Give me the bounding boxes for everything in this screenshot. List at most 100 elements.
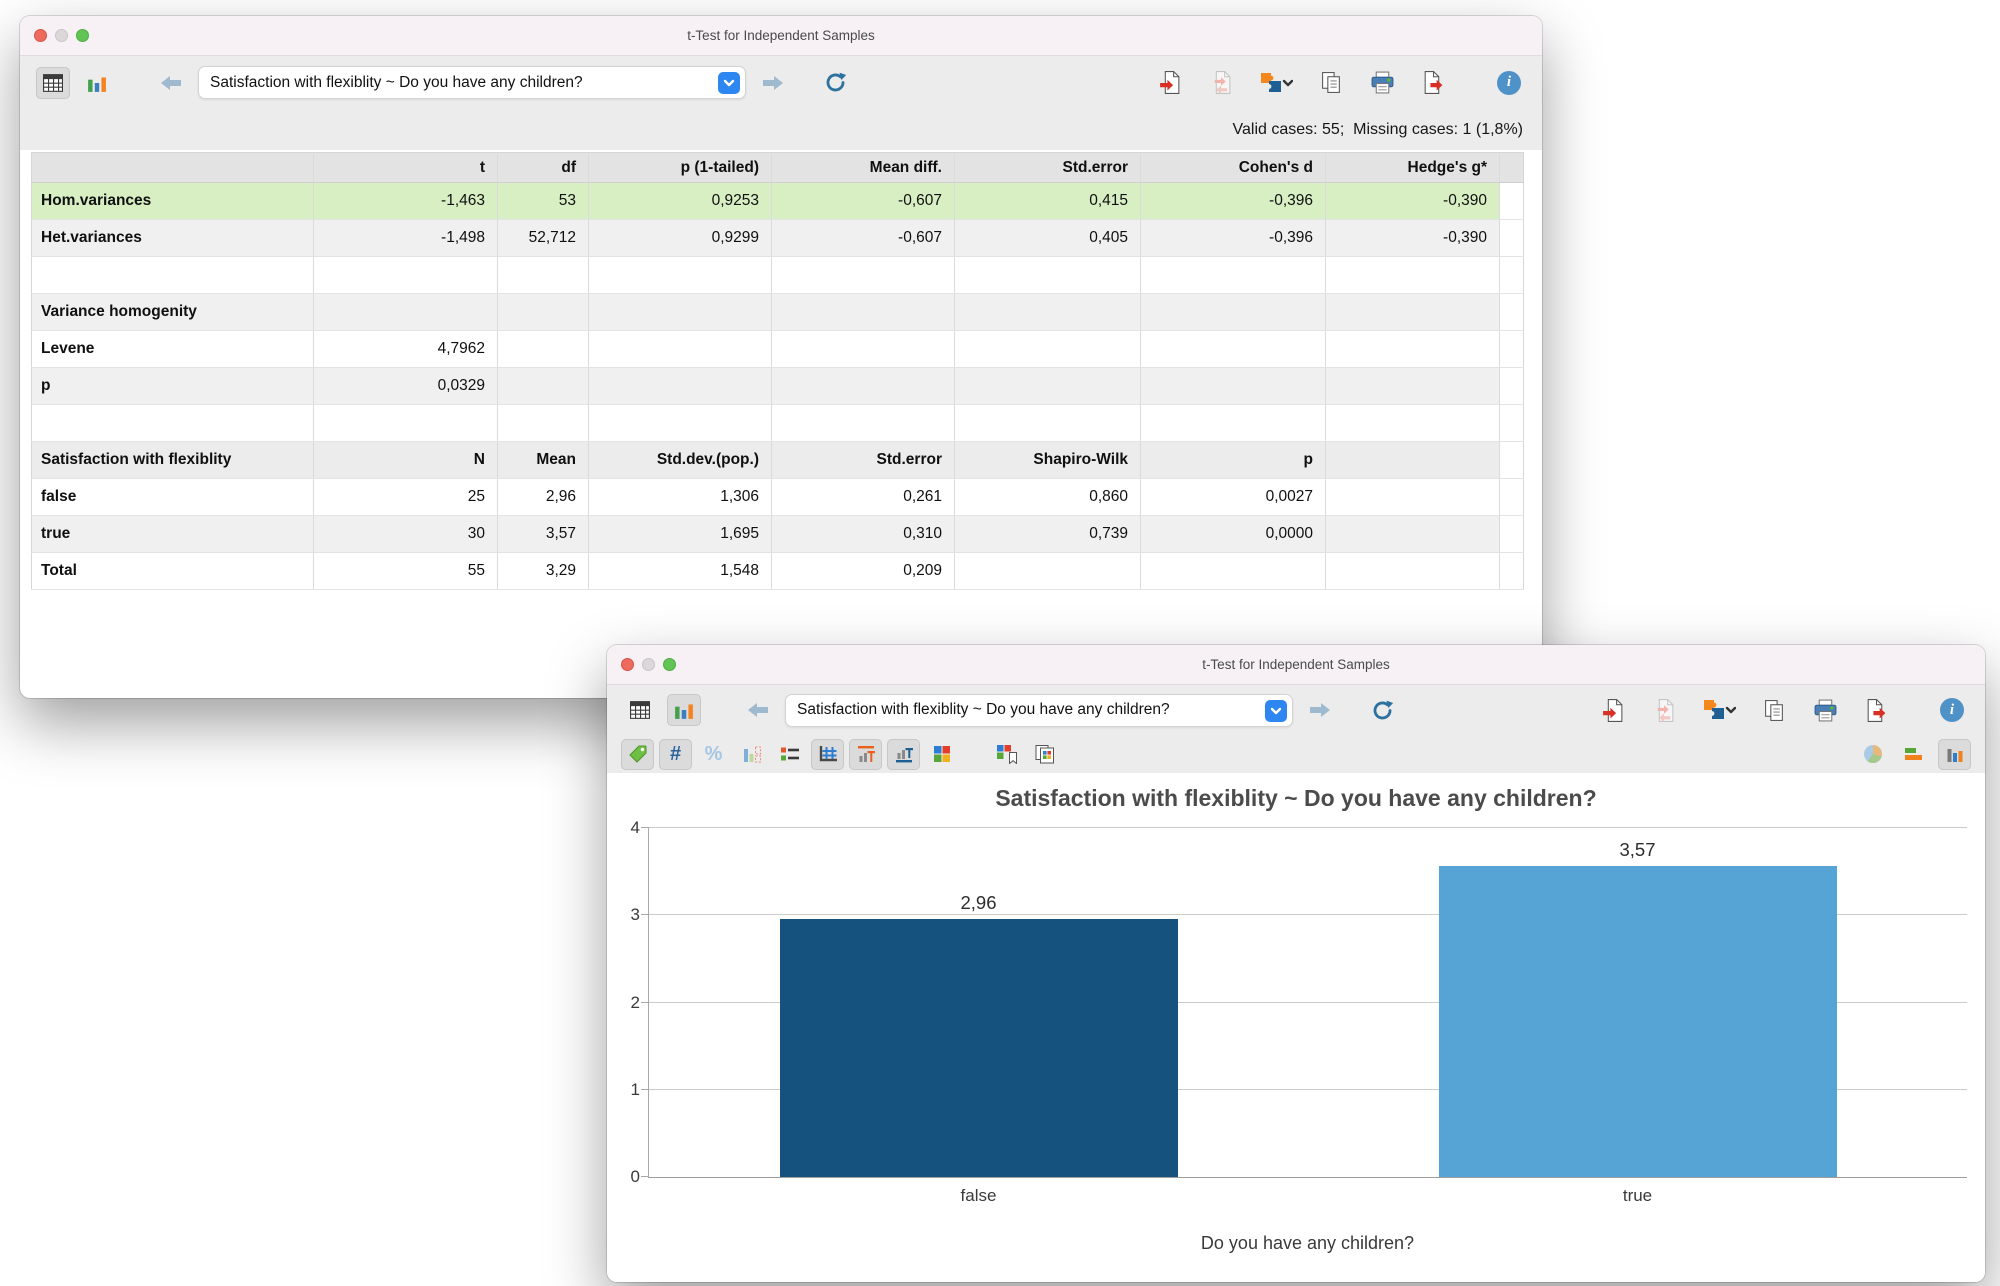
table-view-button[interactable] [36, 67, 70, 99]
scrollbar-gutter[interactable] [1500, 331, 1524, 368]
table-cell: 0,415 [955, 183, 1141, 220]
modules-button[interactable] [1698, 694, 1740, 726]
scrollbar-gutter[interactable] [1500, 183, 1524, 220]
scrollbar-gutter[interactable] [1500, 368, 1524, 405]
horizontal-bar-chart-button[interactable] [1897, 739, 1930, 770]
table-cell [1141, 405, 1326, 442]
table-cell: 30 [314, 516, 498, 553]
vertical-bar-chart-button[interactable] [1938, 739, 1971, 770]
legend-button[interactable] [773, 739, 806, 770]
show-counts-button[interactable]: # [659, 739, 692, 770]
relative-frequency-button[interactable] [735, 739, 768, 770]
table-cell [314, 257, 498, 294]
analysis-selector-value: Satisfaction with flexiblity ~ Do you ha… [199, 74, 617, 92]
main-toolbar: Satisfaction with flexiblity ~ Do you ha… [607, 685, 1985, 735]
scrollbar-gutter[interactable] [1500, 257, 1524, 294]
copy-button[interactable] [1757, 694, 1791, 726]
scrollbar-gutter[interactable] [1500, 153, 1524, 183]
table-cell [772, 405, 955, 442]
refresh-icon [1371, 699, 1394, 722]
y-tick-mark [641, 1176, 649, 1177]
arrow-right-icon [1307, 701, 1333, 719]
refresh-button[interactable] [1365, 694, 1399, 726]
scrollbar-gutter[interactable] [1500, 405, 1524, 442]
export-document-icon [1865, 698, 1887, 723]
back-arrow-button[interactable] [741, 694, 775, 726]
show-percent-button[interactable]: % [697, 739, 730, 770]
print-button[interactable] [1808, 694, 1842, 726]
table-cell: true [32, 516, 314, 553]
forward-arrow-button[interactable] [1303, 694, 1337, 726]
info-icon: i [1497, 71, 1521, 95]
table-cell: 4,7962 [314, 331, 498, 368]
zoom-button[interactable] [76, 29, 89, 42]
scrollbar-gutter[interactable] [1500, 479, 1524, 516]
modules-button[interactable] [1255, 67, 1297, 99]
scrollbar-gutter[interactable] [1500, 442, 1524, 479]
table-cell: 52,712 [498, 220, 589, 257]
save-style-button[interactable] [990, 739, 1023, 770]
chevron-down-icon[interactable] [1265, 700, 1287, 722]
show-grid-button[interactable] [811, 739, 844, 770]
table-cell [1326, 442, 1500, 479]
legend-list-icon [780, 746, 800, 762]
table-cell: 0,261 [772, 479, 955, 516]
chart-view-button[interactable] [80, 67, 114, 99]
chart-window: t-Test for Independent Samples [607, 645, 1985, 1282]
scrollbar-gutter[interactable] [1500, 220, 1524, 257]
scrollbar-gutter[interactable] [1500, 294, 1524, 331]
copy-button[interactable] [1314, 67, 1348, 99]
pie-chart-button[interactable] [1856, 739, 1889, 770]
copy-style-button[interactable] [1028, 739, 1061, 770]
desktop: t-Test for Independent Samples [0, 0, 2000, 1286]
refresh-button[interactable] [818, 67, 852, 99]
color-palette-button[interactable] [925, 739, 958, 770]
info-button[interactable]: i [1935, 694, 1969, 726]
table-row: Het.variances-1,49852,7120,9299-0,6070,4… [32, 220, 1524, 257]
scrollbar-gutter[interactable] [1500, 553, 1524, 590]
table-cell: 0,209 [772, 553, 955, 590]
table-cell: -0,396 [1141, 183, 1326, 220]
close-button[interactable] [621, 658, 634, 671]
back-arrow-button[interactable] [154, 67, 188, 99]
close-button[interactable] [34, 29, 47, 42]
sync-data-button[interactable] [1647, 694, 1681, 726]
table-cell [1326, 257, 1500, 294]
export-button[interactable] [1859, 694, 1893, 726]
import-data-button[interactable] [1596, 694, 1630, 726]
table-cell [1141, 257, 1326, 294]
table-cell [955, 257, 1141, 294]
info-button[interactable]: i [1492, 67, 1526, 99]
table-view-button[interactable] [623, 694, 657, 726]
table-cell: 0,0329 [314, 368, 498, 405]
minimize-button[interactable] [55, 29, 68, 42]
table-cell: N [314, 442, 498, 479]
table-row [32, 257, 1524, 294]
print-button[interactable] [1365, 67, 1399, 99]
show-labels-button[interactable] [621, 739, 654, 770]
chart-options-toolbar: # % [607, 735, 1985, 773]
chevron-down-icon[interactable] [718, 72, 740, 94]
table-cell: p (1-tailed) [589, 153, 772, 183]
table-cell: Variance homogenity [32, 294, 314, 331]
sync-data-button[interactable] [1204, 67, 1238, 99]
table-cell [772, 368, 955, 405]
axis-title-icon [894, 745, 914, 763]
table-cell [1326, 516, 1500, 553]
chart-title-button[interactable] [849, 739, 882, 770]
import-data-button[interactable] [1153, 67, 1187, 99]
export-button[interactable] [1416, 67, 1450, 99]
chart-view-button[interactable] [667, 694, 701, 726]
zoom-button[interactable] [663, 658, 676, 671]
copy-icon [1764, 699, 1785, 722]
table-cell [314, 405, 498, 442]
table-cell [498, 331, 589, 368]
forward-arrow-button[interactable] [756, 67, 790, 99]
analysis-selector[interactable]: Satisfaction with flexiblity ~ Do you ha… [198, 66, 746, 99]
arrow-left-icon [158, 74, 184, 92]
minimize-button[interactable] [642, 658, 655, 671]
analysis-selector[interactable]: Satisfaction with flexiblity ~ Do you ha… [785, 694, 1293, 727]
table-cell: Hom.variances [32, 183, 314, 220]
scrollbar-gutter[interactable] [1500, 516, 1524, 553]
axis-title-button[interactable] [887, 739, 920, 770]
